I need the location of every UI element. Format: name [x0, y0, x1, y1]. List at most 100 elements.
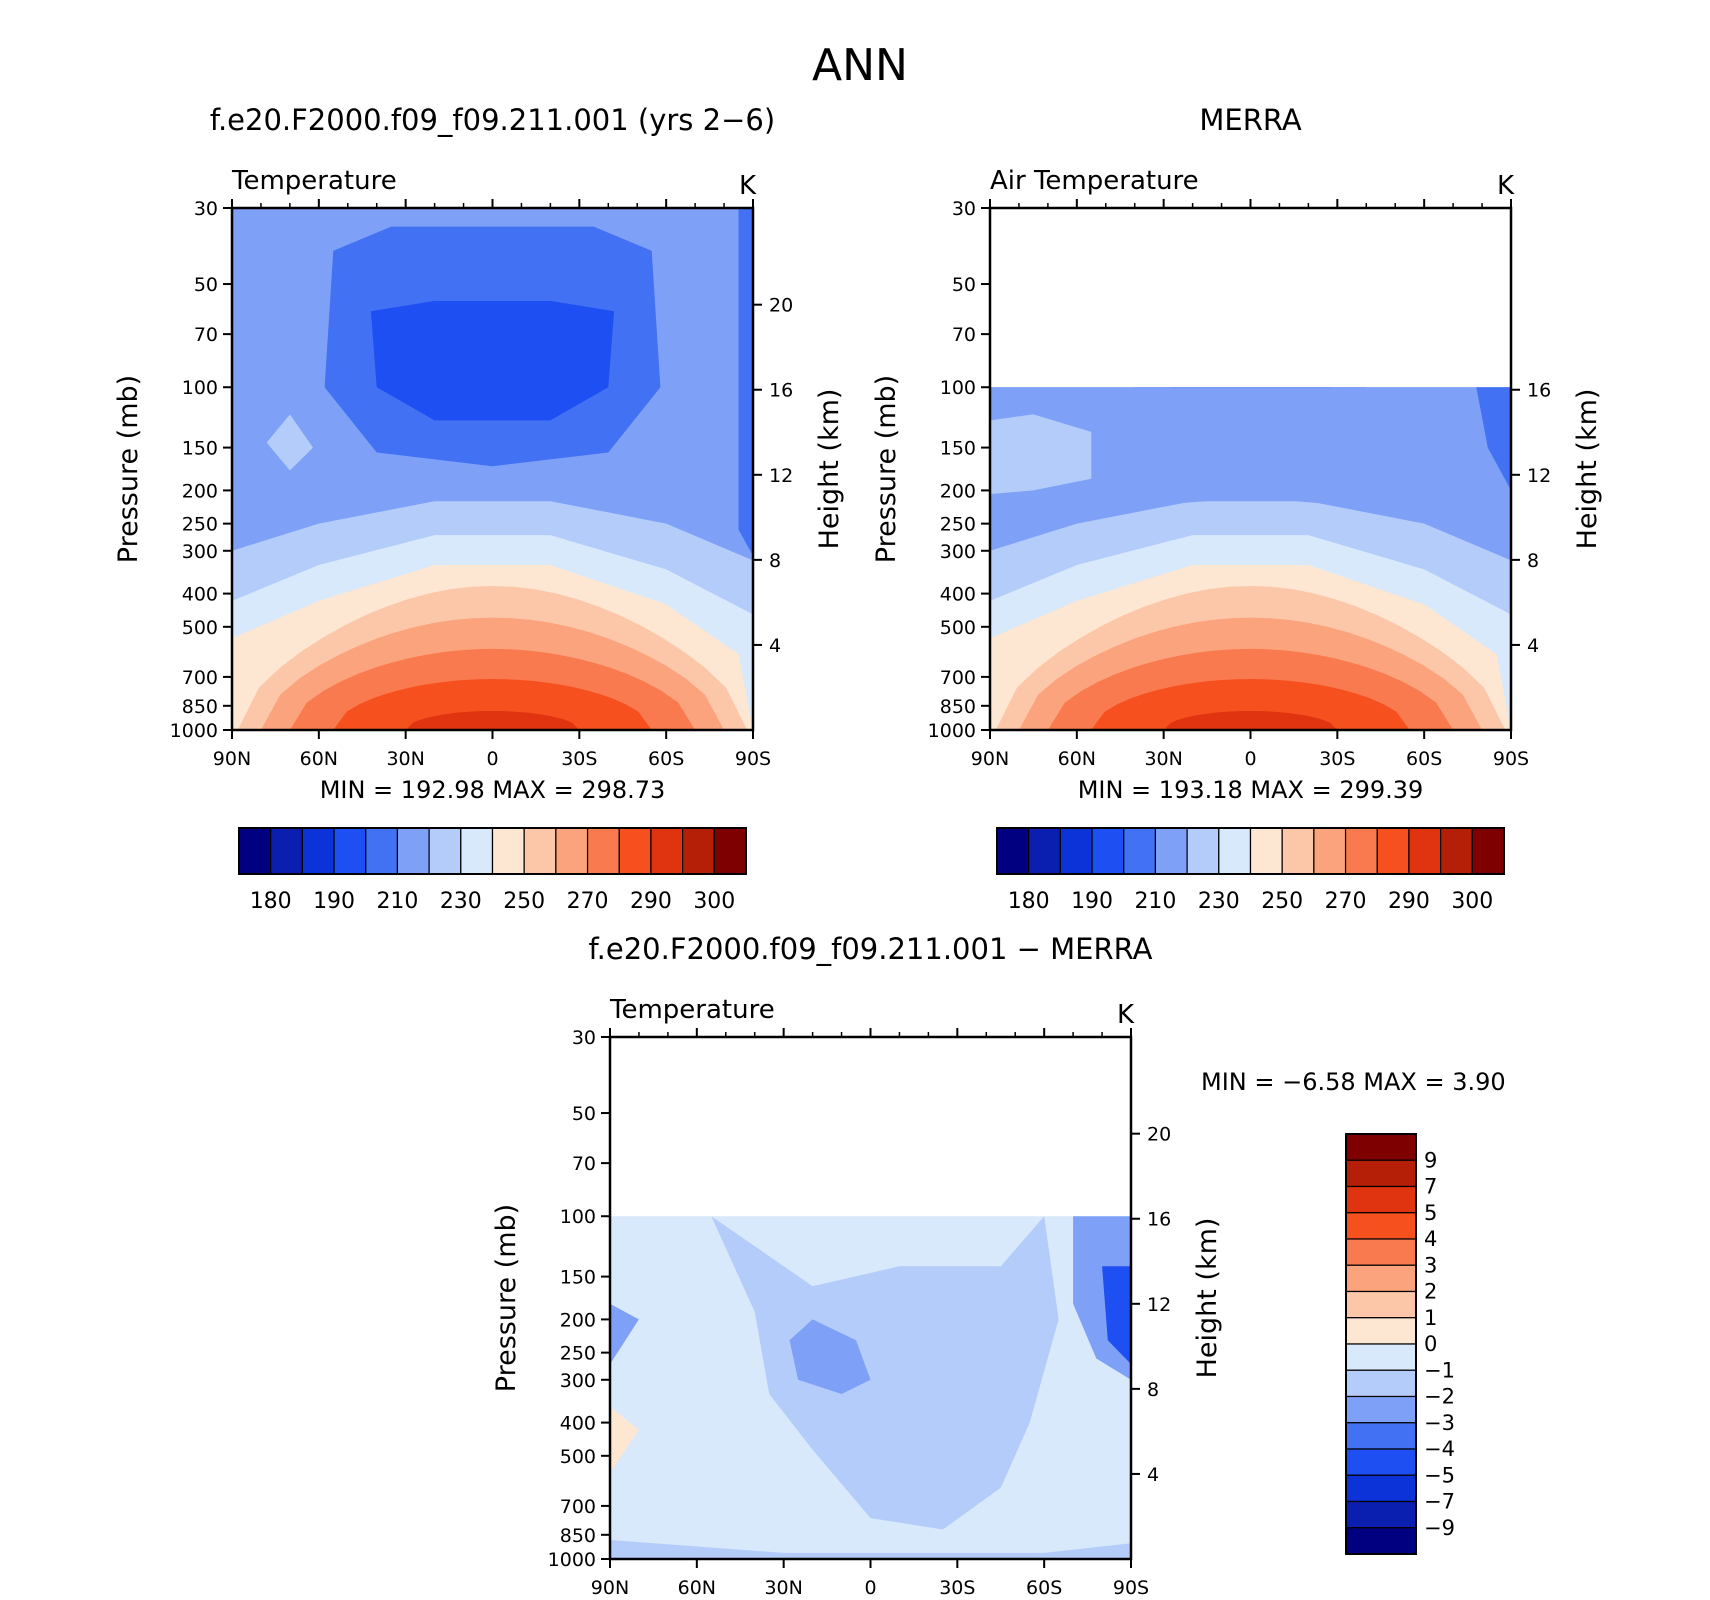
colorbar-label: 270 — [1325, 889, 1367, 914]
y-tick-label: 30 — [952, 198, 976, 220]
y-tick-label: 100 — [560, 1206, 596, 1228]
height-tick-label: 12 — [1527, 465, 1551, 487]
colorbar-label: −3 — [1424, 1411, 1455, 1435]
colorbar-label: 180 — [250, 889, 292, 914]
colorbar-swatch — [1344, 827, 1378, 875]
y-tick-label: 200 — [182, 480, 218, 502]
height-tick-label: 4 — [1147, 1464, 1159, 1486]
y-tick-label: 300 — [182, 541, 218, 563]
colorbar-label: 250 — [503, 889, 545, 914]
colorbar-swatch — [1218, 827, 1252, 875]
y-tick-label: 100 — [182, 377, 218, 399]
colorbar-label: −5 — [1424, 1463, 1455, 1487]
colorbar-frame — [996, 827, 1505, 875]
variable-label: Temperature — [609, 995, 775, 1025]
x-tick-label: 60S — [1406, 748, 1442, 770]
contour-field — [610, 1216, 1131, 1559]
y-tick-label: 500 — [560, 1446, 596, 1468]
x-tick-label: 0 — [1244, 748, 1256, 770]
colorbar-swatch — [1440, 827, 1473, 875]
colorbar-label: 250 — [1261, 889, 1303, 914]
x-tick-label: 0 — [864, 1577, 876, 1599]
y-tick-label: 700 — [182, 667, 218, 689]
min-max-label: MIN = 192.98 MAX = 298.73 — [320, 776, 666, 804]
y-tick-label: 70 — [952, 324, 976, 346]
contour-field — [990, 387, 1511, 730]
colorbar-label: −4 — [1424, 1437, 1455, 1461]
colorbar-label: 3 — [1424, 1253, 1437, 1277]
x-tick-label: 90S — [1493, 748, 1529, 770]
field-band-m5-polar — [1102, 1266, 1131, 1365]
height-tick-label: 8 — [769, 550, 781, 572]
min-max-label: MIN = 193.18 MAX = 299.39 — [1078, 776, 1424, 804]
field-blob-p0-north — [610, 1406, 639, 1473]
field-band-m2 — [711, 1216, 1059, 1530]
colorbar-swatch — [1408, 827, 1442, 875]
y-tick-label: 50 — [572, 1103, 596, 1125]
colorbar-swatch — [1345, 1527, 1417, 1555]
units-label: K — [739, 171, 757, 201]
colorbar-swatch — [1313, 827, 1347, 875]
field-band-290 — [333, 679, 652, 730]
y-tick-label: 70 — [572, 1153, 596, 1175]
panel-1: f.e20.F2000.f09_f09.211.001 (yrs 2−6) Tem… — [113, 103, 845, 914]
colorbar-swatch — [238, 827, 272, 875]
panel-3: f.e20.F2000.f09_f09.211.001 − MERRA Tempe… — [491, 932, 1506, 1599]
colorbar-label: 290 — [1388, 889, 1430, 914]
x-tick-label: 30N — [1144, 748, 1182, 770]
variable-label: Temperature — [231, 166, 397, 196]
colorbar-swatch — [1345, 1500, 1417, 1529]
panel-title: f.e20.F2000.f09_f09.211.001 (yrs 2−6) — [210, 103, 775, 137]
colorbar-swatch — [301, 827, 335, 875]
x-tick-label: 90S — [735, 748, 771, 770]
height-tick-label: 16 — [1527, 380, 1551, 402]
colorbar-swatch — [1471, 827, 1505, 875]
colorbar-swatch — [1345, 1474, 1417, 1503]
colorbar-swatch — [1345, 1343, 1417, 1371]
height-tick-label: 16 — [769, 380, 793, 402]
colorbar-swatch — [650, 827, 684, 875]
height-axis-title: Height (km) — [814, 389, 845, 550]
colorbar-swatch — [1345, 1185, 1417, 1214]
height-tick-label: 8 — [1527, 550, 1539, 572]
colorbar-swatch — [1281, 827, 1315, 875]
height-axis-title: Height (km) — [1572, 389, 1603, 550]
x-tick-label: 90S — [1113, 1577, 1149, 1599]
panel-title: MERRA — [1199, 103, 1301, 137]
y-tick-label: 400 — [560, 1413, 596, 1435]
y-tick-label: 50 — [194, 274, 218, 296]
y-tick-label: 50 — [952, 274, 976, 296]
height-tick-label: 16 — [1147, 1209, 1171, 1231]
field-blob-warm — [266, 414, 313, 471]
colorbar-swatch — [1345, 1212, 1417, 1240]
colorbar-swatch — [1091, 827, 1125, 875]
y-axis-title: Pressure (mb) — [113, 375, 144, 563]
colorbar-swatch — [270, 827, 303, 875]
colorbar-swatch — [1154, 827, 1188, 875]
colorbar-frame — [1345, 1133, 1417, 1555]
height-axis-title: Height (km) — [1192, 1218, 1223, 1379]
field-band-200 — [370, 300, 615, 421]
y-tick-label: 1000 — [928, 720, 976, 742]
colorbar-swatch — [1059, 827, 1093, 875]
colorbar-swatch — [460, 827, 494, 875]
y-tick-label: 300 — [560, 1370, 596, 1392]
colorbar-swatch — [618, 827, 652, 875]
field-blob-warm — [990, 414, 1092, 495]
height-tick-label: 12 — [769, 465, 793, 487]
contour-field — [232, 208, 753, 730]
colorbar-swatch — [1345, 1369, 1417, 1398]
units-label: K — [1117, 1000, 1135, 1030]
y-tick-label: 70 — [194, 324, 218, 346]
colorbar-label: 9 — [1424, 1148, 1437, 1172]
y-tick-label: 1000 — [548, 1549, 596, 1571]
colorbar-swatch — [1345, 1422, 1417, 1450]
y-tick-label: 150 — [560, 1267, 596, 1289]
colorbar-label: 290 — [630, 889, 672, 914]
colorbar-swatch — [1345, 1290, 1417, 1319]
height-tick-label: 8 — [1147, 1379, 1159, 1401]
colorbar-swatch — [1376, 827, 1410, 875]
y-tick-label: 100 — [940, 377, 976, 399]
field-band-300 — [405, 711, 580, 730]
